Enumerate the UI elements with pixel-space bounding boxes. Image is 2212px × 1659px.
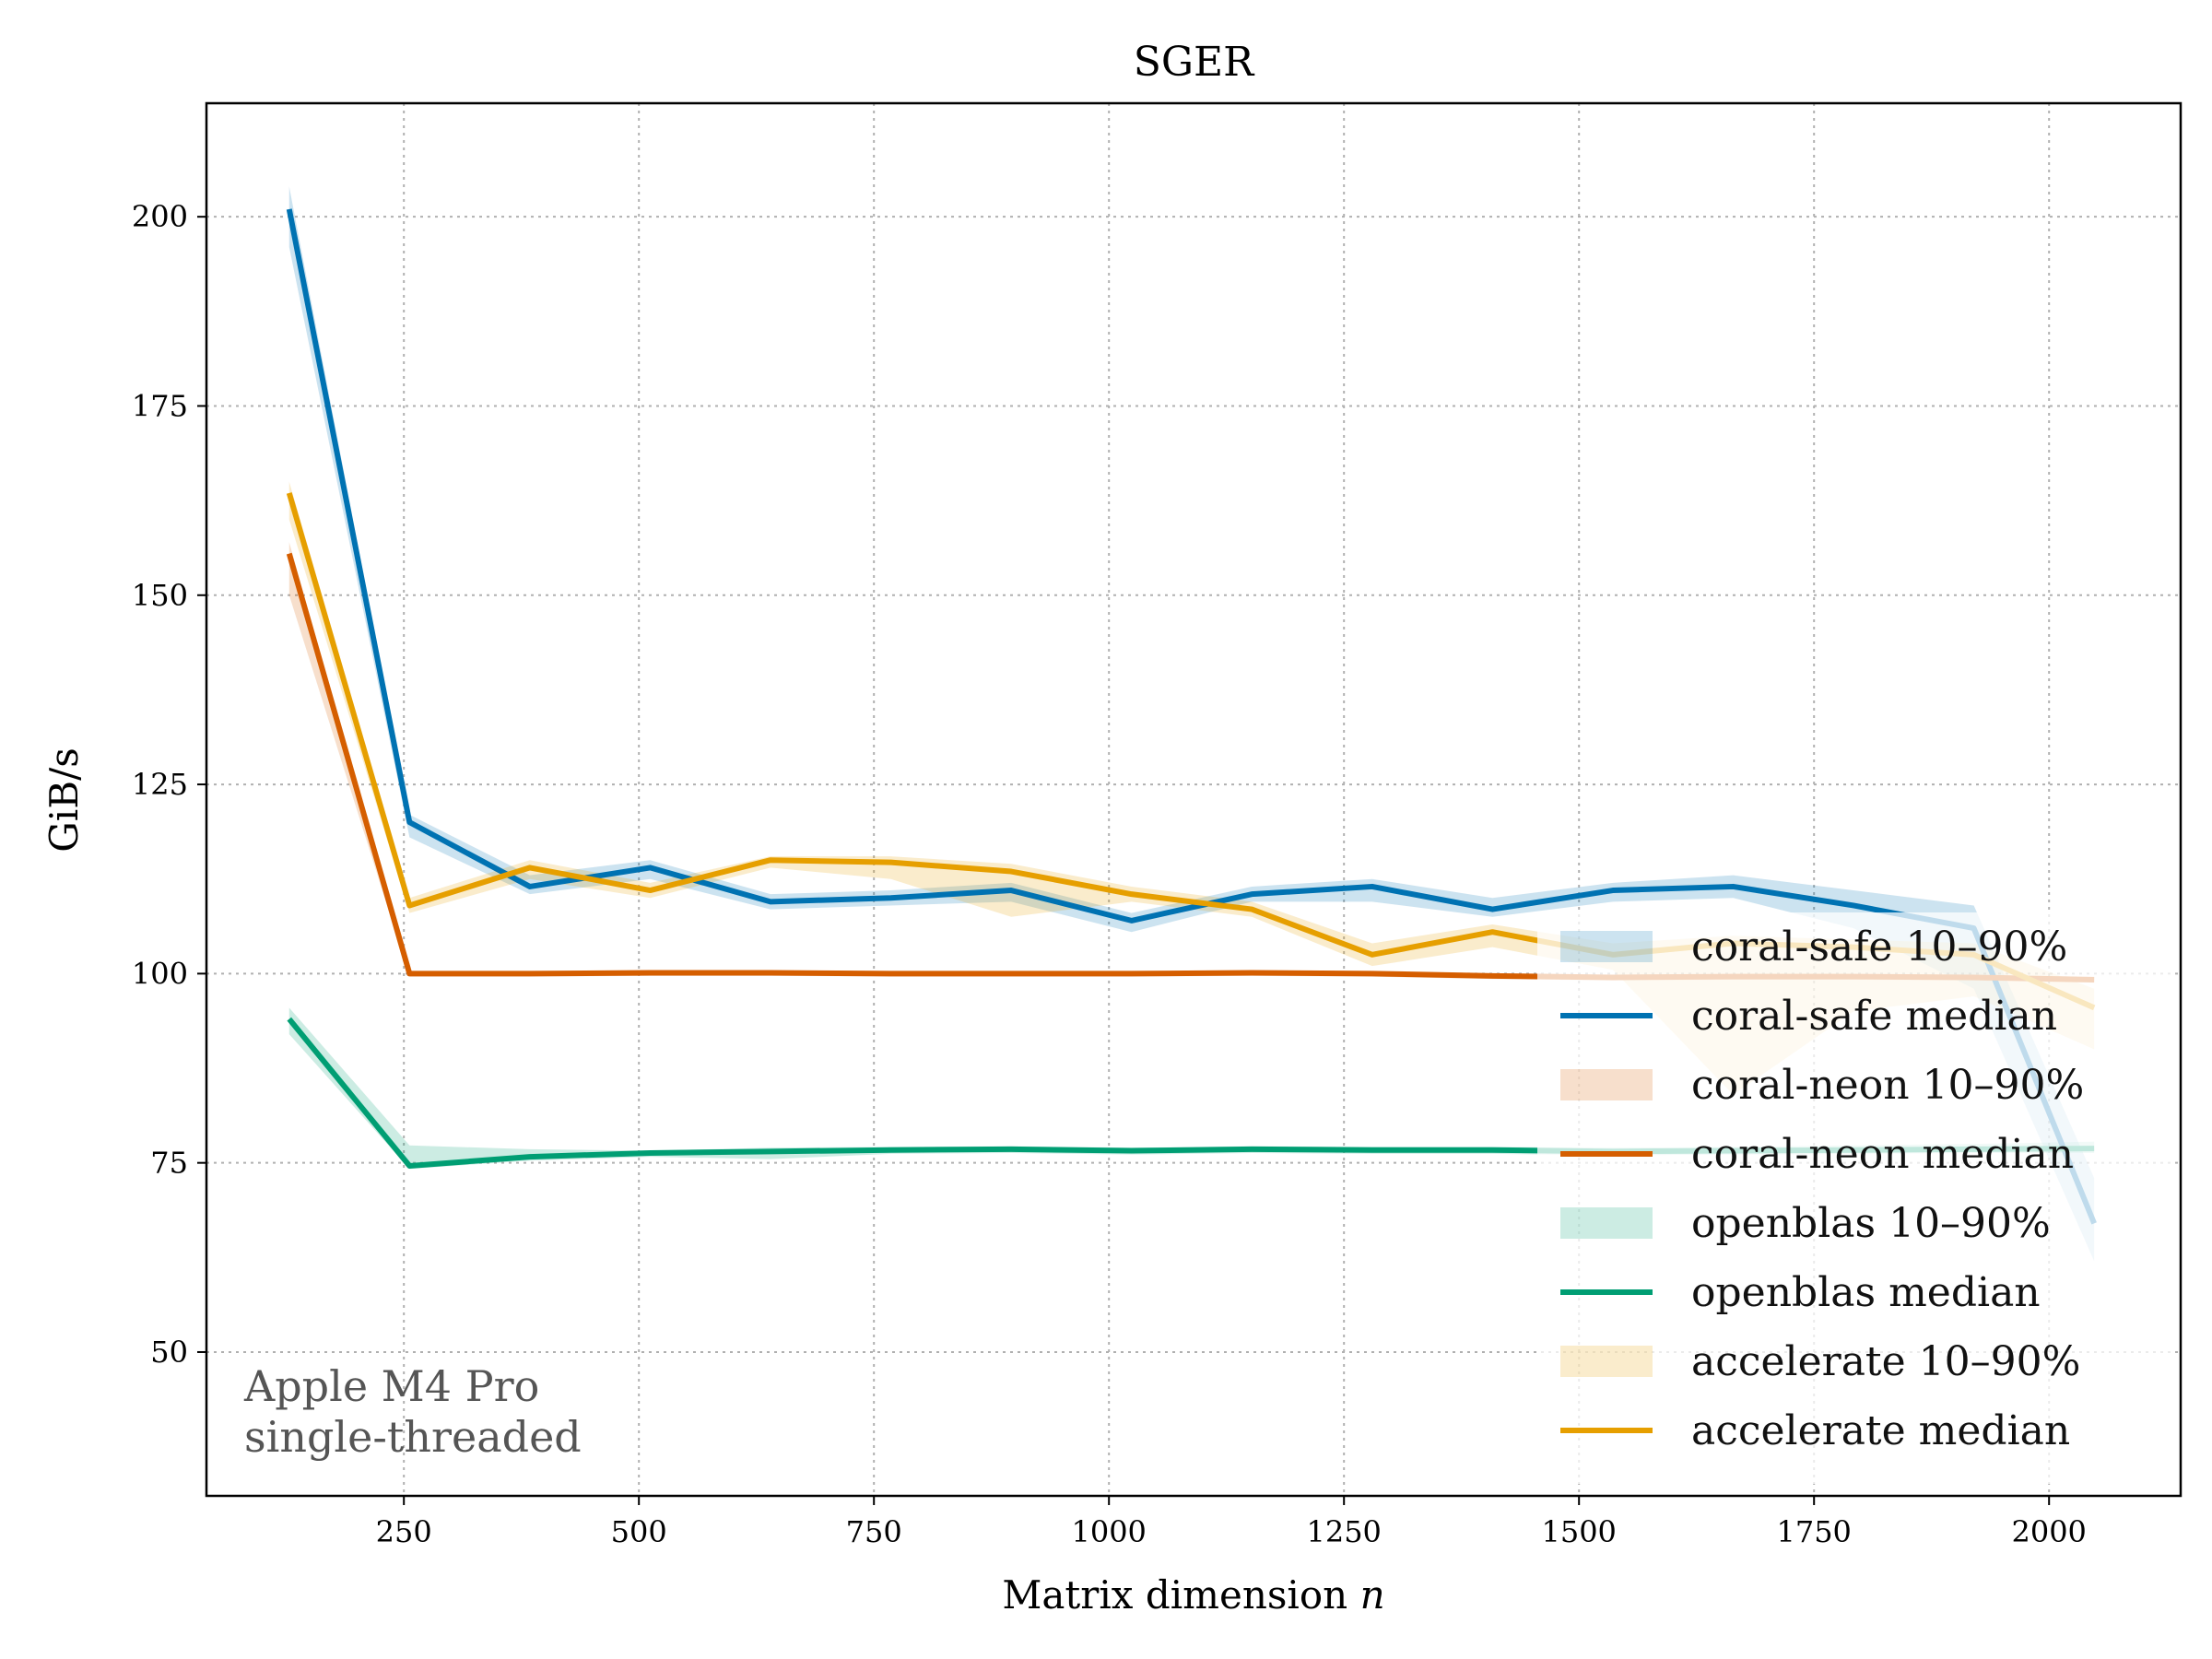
accelerate-band-swatch [1560,1346,1653,1377]
coral-neon-band-swatch [1560,1069,1653,1100]
annotation-line-2: single-threaded [244,1412,582,1462]
accelerate-band-legend-label: accelerate 10–90% [1691,1338,2080,1385]
openblas-median-legend-label: openblas median [1691,1269,2041,1316]
openblas-band-legend-label: openblas 10–90% [1691,1200,2051,1247]
plot-frame [205,101,2183,1498]
y-tick-label: 175 [132,388,188,423]
y-axis-ticks: 50 75 100 125 150 175 200 [132,199,206,1370]
x-tick-label: 500 [611,1514,667,1549]
x-tick-label: 1750 [1776,1514,1851,1549]
coral-neon-median-legend-label: coral-neon median [1691,1131,2074,1178]
y-tick-label: 150 [132,578,188,613]
y-tick-label: 50 [150,1335,188,1370]
coral-safe-median-legend-label: coral-safe median [1691,993,2057,1040]
accelerate-median-legend-label: accelerate median [1691,1407,2070,1454]
x-tick-label: 250 [376,1514,432,1549]
openblas-band-swatch [1560,1207,1653,1239]
x-tick-label: 2000 [2011,1514,2086,1549]
annotation-line-1: Apple M4 Pro [243,1361,539,1411]
x-tick-label: 1250 [1306,1514,1381,1549]
y-tick-label: 75 [150,1146,188,1181]
y-tick-label: 100 [132,956,188,991]
legend-background [1537,912,2173,1484]
x-tick-label: 750 [846,1514,902,1549]
x-axis-label-variable: n [1360,1572,1385,1618]
y-axis-label: GiB/s [41,747,87,853]
coral-safe-band-swatch [1560,931,1653,962]
x-axis-ticks: 250 500 750 1000 1250 1500 1750 2000 [376,1496,2087,1549]
coral-neon-band-legend-label: coral-neon 10–90% [1691,1062,2084,1109]
legend: coral-safe 10–90% coral-safe median coral-… [1537,912,2173,1484]
x-axis-label: Matrix dimension n [1002,1572,1384,1618]
x-tick-label: 1000 [1071,1514,1146,1549]
coral-safe-band-legend-label: coral-safe 10–90% [1691,924,2067,971]
x-tick-label: 1500 [1541,1514,1616,1549]
chart-title: SGER [1134,39,1255,86]
x-axis-label-text: Matrix dimension [1002,1572,1347,1618]
y-tick-label: 200 [132,199,188,234]
y-tick-label: 125 [132,767,188,802]
